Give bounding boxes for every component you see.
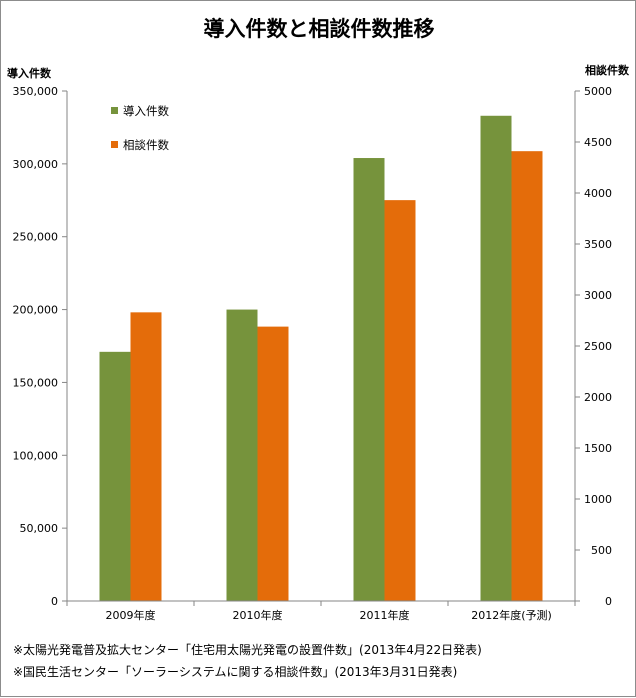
y-right-tick-label: 3000 [584, 289, 612, 302]
y-right-tick-label: 2000 [584, 391, 612, 404]
bar-series-2-1 [130, 312, 162, 601]
bar-series-1-3 [353, 158, 385, 601]
bar-series-1-1 [99, 351, 131, 601]
y-right-tick-labels: 0 500 1000 1500 2000 2500 3000 3500 4000 4500 5000 [584, 85, 612, 608]
y-left-tick-label: 350,000 [13, 85, 59, 98]
axes [62, 90, 580, 606]
bar-series-1-2 [226, 309, 258, 601]
x-tick-label: 2010年度 [233, 608, 283, 622]
y-right-tick-label: 500 [591, 544, 612, 557]
x-tick-label: 2011年度 [360, 608, 410, 622]
bar-series-1-4 [480, 115, 512, 602]
y-left-tick-label: 50,000 [20, 522, 59, 535]
y-left-tick-labels: 0 50,000 100,000 150,000 200,000 250,000 300,0… [13, 85, 59, 608]
legend-swatch-series-1 [111, 107, 118, 114]
x-tick-label: 2012年度(予測) [471, 608, 552, 622]
y-left-tick-label: 300,000 [13, 158, 59, 171]
y-right-tick-label: 5000 [584, 85, 612, 98]
legend-label-series-1: 導入件数 [123, 104, 169, 118]
y-left-tick-label: 250,000 [13, 231, 59, 244]
bar-series-2-4 [511, 151, 543, 601]
y-right-tick-label: 3500 [584, 238, 612, 251]
bars [99, 115, 543, 602]
legend-swatch-series-2 [111, 141, 118, 148]
y-left-tick-label: 100,000 [13, 449, 59, 462]
y-left-axis-title: 導入件数 [7, 66, 52, 80]
x-tick-label: 2009年度 [106, 608, 156, 622]
source-note-1: ※太陽光発電普及拡大センター「住宅用太陽光発電の設置件数」(2013年4月22日… [13, 642, 482, 657]
y-right-tick-label: 1000 [584, 493, 612, 506]
x-tick-labels: 2009年度 2010年度 2011年度 2012年度(予測) [106, 608, 552, 622]
y-left-tick-label: 0 [51, 595, 58, 608]
y-right-axis-title: 相談件数 [585, 63, 630, 77]
legend-label-series-2: 相談件数 [123, 138, 169, 152]
y-right-tick-label: 1500 [584, 442, 612, 455]
y-right-tick-label: 4000 [584, 187, 612, 200]
bar-series-2-2 [257, 326, 289, 601]
source-note-2: ※国民生活センター「ソーラーシステムに関する相談件数」(2013年3月31日発表… [13, 664, 457, 679]
legend: 導入件数 相談件数 [111, 104, 169, 152]
bar-series-2-3 [384, 200, 416, 601]
y-right-tick-label: 4500 [584, 136, 612, 149]
y-right-tick-label: 0 [605, 595, 612, 608]
y-left-tick-label: 150,000 [13, 376, 59, 389]
y-right-tick-label: 2500 [584, 340, 612, 353]
y-left-tick-label: 200,000 [13, 304, 59, 317]
chart-title: 導入件数と相談件数推移 [204, 17, 435, 41]
